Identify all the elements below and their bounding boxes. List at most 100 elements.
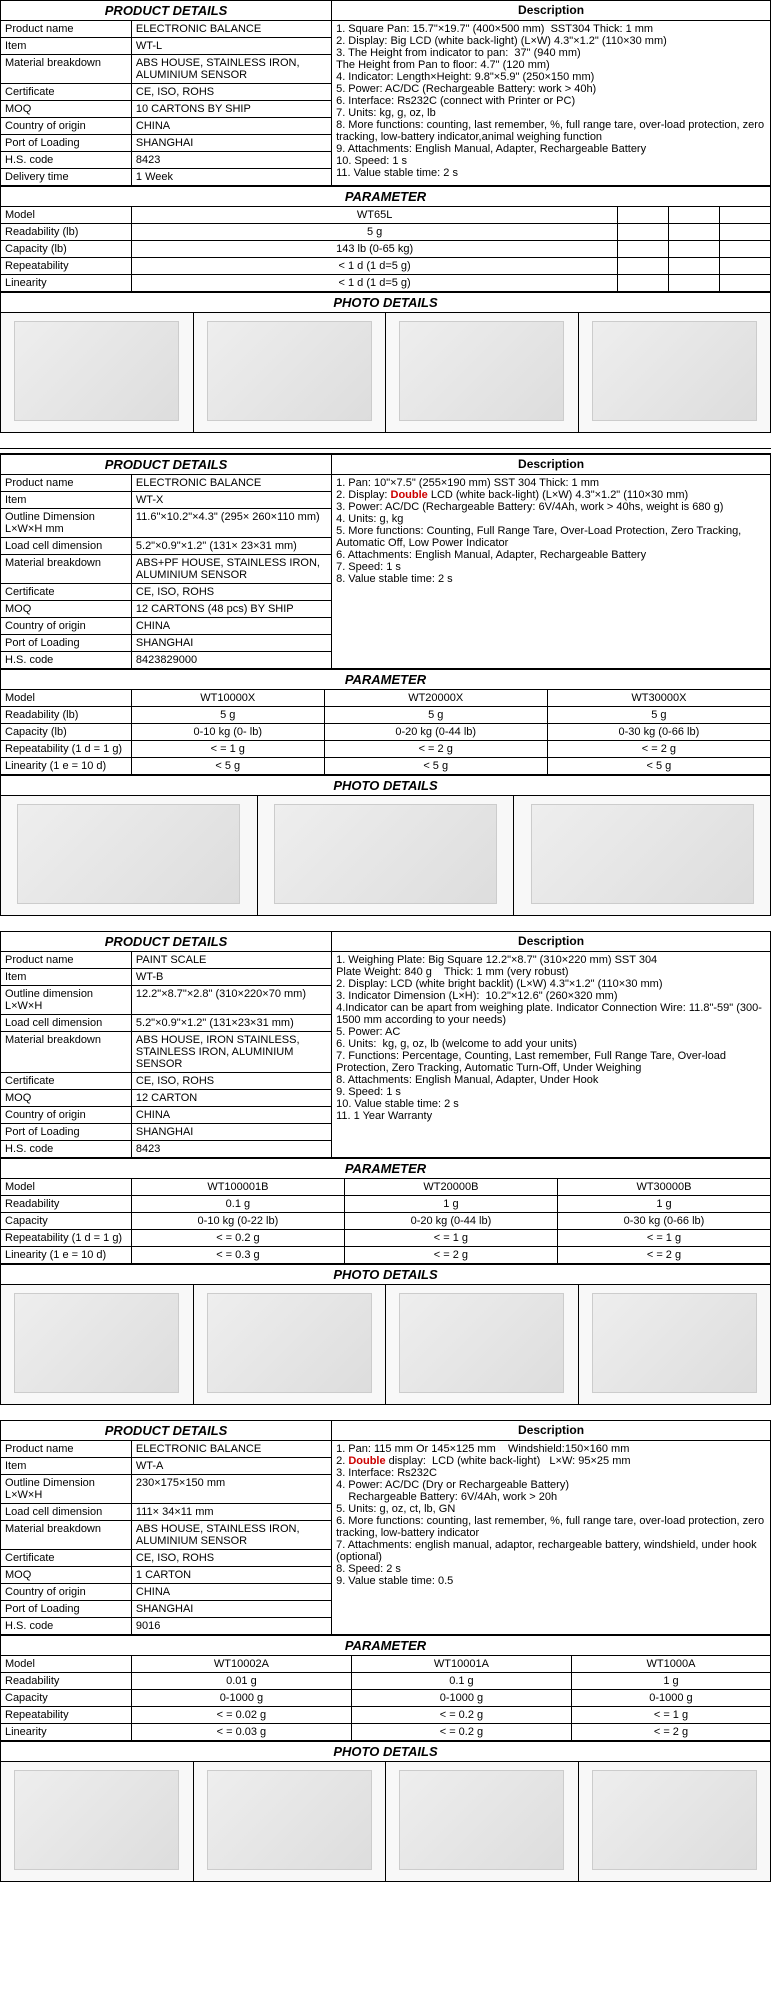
detail-value: 12 CARTONS (48 pcs) BY SHIP: [131, 601, 331, 618]
param-cell: < = 0.3 g: [131, 1247, 344, 1264]
param-cell: < = 0.03 g: [131, 1724, 351, 1741]
parameter-table: PARAMETERModelWT10002AWT10001AWT1000ARea…: [0, 1635, 771, 1741]
detail-value: SHANGHAI: [131, 1124, 331, 1141]
detail-label: Product name: [1, 952, 132, 969]
detail-label: Material breakdown: [1, 1521, 132, 1550]
product-photo: [1, 1762, 194, 1882]
detail-label: Material breakdown: [1, 55, 132, 84]
param-cell: [618, 258, 669, 275]
detail-label: MOQ: [1, 601, 132, 618]
detail-label: Delivery time: [1, 169, 132, 186]
param-cell: < = 0.2 g: [131, 1230, 344, 1247]
param-cell: 5 g: [547, 707, 770, 724]
detail-label: Outline dimension L×W×H: [1, 986, 132, 1015]
detail-label: Port of Loading: [1, 1124, 132, 1141]
param-cell: [669, 275, 720, 292]
param-cell: 5 g: [131, 707, 324, 724]
detail-label: Certificate: [1, 84, 132, 101]
param-cell: 0-10 kg (0-22 lb): [131, 1213, 344, 1230]
param-cell: Linearity: [1, 1724, 132, 1741]
photo-placeholder: [14, 321, 179, 421]
param-cell: Repeatability (1 d = 1 g): [1, 1230, 132, 1247]
param-cell: [720, 275, 771, 292]
detail-value: ELECTRONIC BALANCE: [131, 475, 331, 492]
detail-value: ABS HOUSE, STAINLESS IRON, ALUMINIUM SEN…: [131, 1521, 331, 1550]
param-cell: Linearity (1 e = 10 d): [1, 758, 132, 775]
param-cell: Capacity: [1, 1213, 132, 1230]
description-header: Description: [332, 1421, 771, 1441]
product-details-header: PRODUCT DETAILS: [1, 932, 332, 952]
photo-placeholder: [207, 1770, 372, 1870]
param-cell: < = 2 g: [571, 1724, 770, 1741]
param-cell: 5 g: [324, 707, 547, 724]
detail-value: WT-L: [131, 38, 331, 55]
param-cell: Capacity (lb): [1, 241, 132, 258]
param-head-cell: [669, 207, 720, 224]
product-photo: [514, 796, 771, 916]
detail-label: Outline Dimension L×W×H mm: [1, 509, 132, 538]
parameter-header: PARAMETER: [1, 1636, 771, 1656]
detail-label: Product name: [1, 475, 132, 492]
detail-label: Outline Dimension L×W×H: [1, 1475, 132, 1504]
param-cell: Readability (lb): [1, 224, 132, 241]
detail-value: ABS+PF HOUSE, STAINLESS IRON, ALUMINIUM …: [131, 555, 331, 584]
param-cell: [669, 241, 720, 258]
detail-value: 8423: [131, 1141, 331, 1158]
param-head-cell: WT10002A: [131, 1656, 351, 1673]
product-details-table: PRODUCT DETAILSDescriptionProduct nameEL…: [0, 454, 771, 669]
product-details-header: PRODUCT DETAILS: [1, 455, 332, 475]
param-head-cell: WT65L: [131, 207, 617, 224]
param-cell: Readability (lb): [1, 707, 132, 724]
param-head-cell: WT30000X: [547, 690, 770, 707]
product-photo: [386, 1285, 579, 1405]
param-cell: [720, 241, 771, 258]
detail-value: 230×175×150 mm: [131, 1475, 331, 1504]
photo-placeholder: [592, 1770, 757, 1870]
detail-label: MOQ: [1, 1567, 132, 1584]
photo-placeholder: [14, 1770, 179, 1870]
param-cell: 0-20 kg (0-44 lb): [344, 1213, 557, 1230]
photo-details-table: PHOTO DETAILS: [0, 775, 771, 916]
detail-value: CHINA: [131, 1584, 331, 1601]
parameter-header: PARAMETER: [1, 1159, 771, 1179]
param-cell: Capacity: [1, 1690, 132, 1707]
param-cell: Linearity (1 e = 10 d): [1, 1247, 132, 1264]
detail-value: WT-B: [131, 969, 331, 986]
detail-value: SHANGHAI: [131, 635, 331, 652]
param-cell: < 1 d (1 d=5 g): [131, 258, 617, 275]
detail-label: Load cell dimension: [1, 1015, 132, 1032]
detail-value: ABS HOUSE, IRON STAINLESS, STAINLESS IRO…: [131, 1032, 331, 1073]
param-cell: < = 2 g: [557, 1247, 770, 1264]
param-cell: 0-1000 g: [351, 1690, 571, 1707]
param-cell: < 1 d (1 d=5 g): [131, 275, 617, 292]
detail-value: 9016: [131, 1618, 331, 1635]
detail-label: Item: [1, 1458, 132, 1475]
detail-value: 1 CARTON: [131, 1567, 331, 1584]
detail-label: Port of Loading: [1, 1601, 132, 1618]
param-cell: Repeatability (1 d = 1 g): [1, 741, 132, 758]
param-cell: < = 1 g: [344, 1230, 557, 1247]
parameter-header: PARAMETER: [1, 670, 771, 690]
product-photo: [578, 313, 771, 433]
parameter-header: PARAMETER: [1, 187, 771, 207]
product-photo: [257, 796, 514, 916]
detail-label: H.S. code: [1, 152, 132, 169]
param-cell: < = 0.2 g: [351, 1707, 571, 1724]
detail-label: MOQ: [1, 1090, 132, 1107]
param-cell: [720, 224, 771, 241]
param-head-cell: WT1000A: [571, 1656, 770, 1673]
detail-value: 8423: [131, 152, 331, 169]
detail-value: 8423829000: [131, 652, 331, 669]
param-cell: 5 g: [131, 224, 617, 241]
detail-value: ABS HOUSE, STAINLESS IRON, ALUMINIUM SEN…: [131, 55, 331, 84]
photo-details-table: PHOTO DETAILS: [0, 1264, 771, 1405]
detail-value: 12 CARTON: [131, 1090, 331, 1107]
detail-value: SHANGHAI: [131, 135, 331, 152]
param-head-cell: [720, 207, 771, 224]
param-cell: Linearity: [1, 275, 132, 292]
detail-value: WT-X: [131, 492, 331, 509]
photo-details-table: PHOTO DETAILS: [0, 292, 771, 433]
param-cell: 0-30 kg (0-66 lb): [557, 1213, 770, 1230]
product-details-table: PRODUCT DETAILSDescriptionProduct nameEL…: [0, 1420, 771, 1635]
param-head-cell: WT10001A: [351, 1656, 571, 1673]
